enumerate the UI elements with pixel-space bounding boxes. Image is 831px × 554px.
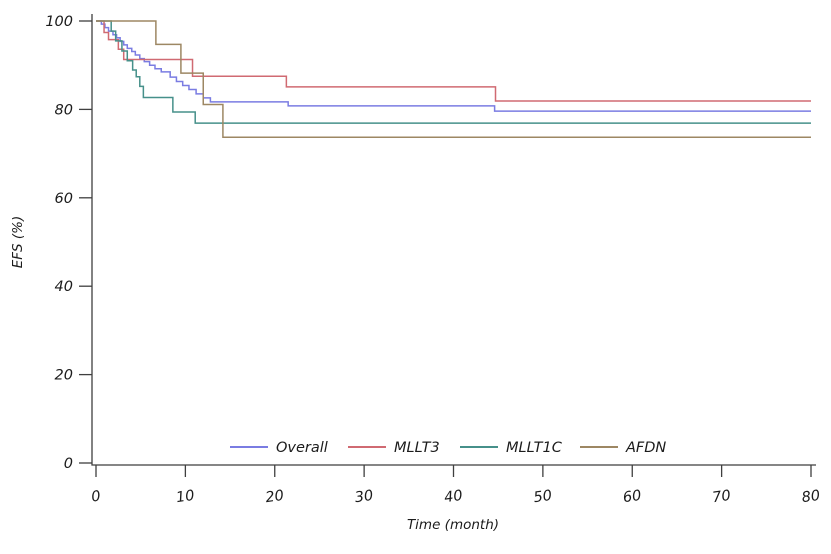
y-tick-label: 80 [55, 102, 73, 118]
y-tick-label: 60 [55, 191, 73, 207]
x-tick-label: 40 [443, 488, 464, 506]
x-tick-label: 10 [175, 488, 196, 506]
x-tick-label: 80 [801, 488, 822, 506]
x-tick-label: 60 [622, 488, 643, 506]
series-line-mllt1c [96, 20, 811, 124]
x-axis-title: Time (month) [407, 517, 499, 533]
y-axis-title: EFS (%) [10, 216, 26, 269]
x-tick-label: 0 [90, 488, 101, 505]
series-line-mllt3 [96, 20, 811, 102]
x-tick-label: 50 [533, 488, 554, 506]
axes-lines [91, 14, 816, 466]
series-line-afdn [96, 20, 811, 138]
x-tick-label: 30 [354, 488, 375, 506]
legend-label-afdn: AFDN [625, 440, 666, 456]
x-tick-label: 70 [711, 488, 732, 506]
y-tick-label: 0 [64, 456, 73, 472]
series-line-overall [96, 20, 811, 112]
y-tick-label: 20 [55, 368, 73, 384]
legend-label-overall: Overall [276, 440, 328, 456]
x-tick-label: 20 [264, 488, 285, 506]
y-tick-label: 100 [45, 14, 73, 30]
y-tick-label: 40 [55, 279, 73, 295]
legend-label-mllt3: MLLT3 [394, 440, 440, 456]
legend-label-mllt1c: MLLT1C [506, 440, 563, 456]
